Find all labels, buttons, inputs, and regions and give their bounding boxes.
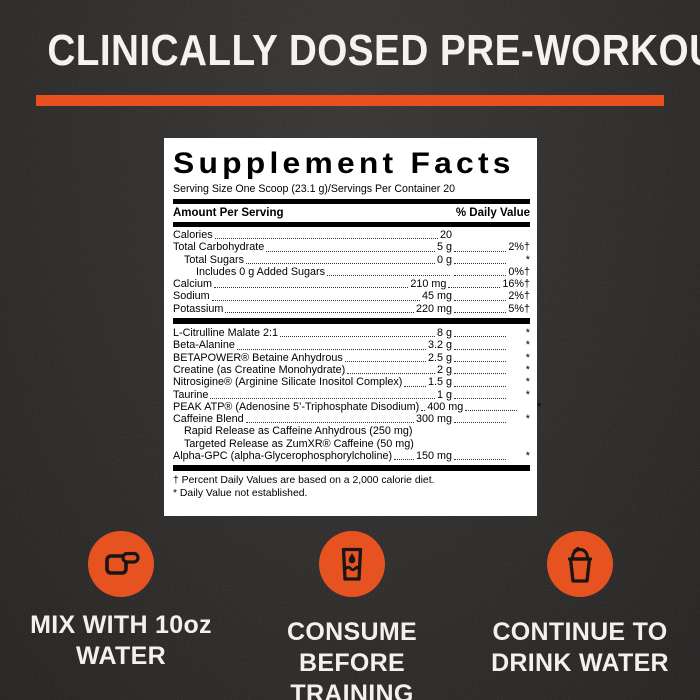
- dot-leader: [454, 459, 506, 461]
- dot-leader: [454, 262, 506, 264]
- table-row: Calories 20: [173, 229, 452, 241]
- headline: CLINICALLY DOSED PRE-WORKOUT: [0, 26, 700, 76]
- orange-circle: [547, 531, 613, 597]
- feature-label: CONSUME BEFORE TRAINING: [287, 618, 417, 700]
- dot-leader: [266, 250, 435, 252]
- dot-leader: [210, 397, 435, 399]
- feature-continue-drink-water: CONTINUE TO DRINK WATER: [468, 531, 692, 679]
- table-row: L-Citrulline Malate 2:1 8 g *: [173, 327, 530, 340]
- dot-leader: [246, 262, 435, 264]
- dot-leader: [404, 385, 426, 387]
- rule-above-header: [173, 199, 530, 204]
- table-row: Potassium 220 mg 5%†: [173, 302, 530, 315]
- table-row: Targeted Release as ZumXR® Caffeine (50 …: [184, 437, 414, 450]
- dot-leader: [454, 336, 506, 338]
- dot-leader: [454, 360, 506, 362]
- orange-divider-bar: [36, 95, 664, 106]
- dot-leader: [211, 299, 420, 301]
- footnotes: † Percent Daily Values are based on a 2,…: [173, 475, 530, 499]
- dot-leader: [454, 373, 506, 375]
- dot-leader: [245, 422, 414, 424]
- nutrient-rows: Calories 20 Total Carbohydrate 5 g 2%† Tota…: [173, 229, 530, 315]
- table-row: Taurine 1 g *: [173, 388, 530, 401]
- active-ingredient-rows: L-Citrulline Malate 2:1 8 g * Beta-Alanine…: [173, 327, 542, 463]
- dot-leader: [347, 373, 435, 375]
- footnote-daily-value: † Percent Daily Values are based on a 2,…: [173, 475, 435, 487]
- dot-leader: [465, 410, 518, 412]
- serving-size-line: Serving Size One Scoop (23.1 g)/Servings…: [173, 183, 456, 195]
- dot-leader: [327, 275, 450, 277]
- dot-leader: [454, 422, 506, 424]
- orange-circle: [88, 531, 154, 597]
- table-row: Creatine (as Creatine Monohydrate) 2 g *: [173, 363, 530, 376]
- supplement-facts-title: Supplement Facts: [173, 147, 515, 180]
- table-row: Nitrosigine® (Arginine Silicate Inositol…: [173, 376, 530, 389]
- dot-leader: [454, 299, 506, 301]
- table-row: Alpha-GPC (alpha-Glycerophosphorylcholin…: [173, 450, 530, 463]
- table-header: Amount Per Serving % Daily Value: [173, 204, 530, 222]
- table-row: Total Carbohydrate 5 g 2%†: [173, 241, 530, 254]
- dot-leader: [214, 238, 438, 240]
- feature-label: CONTINUE TO DRINK WATER: [491, 618, 669, 677]
- headline-text: CLINICALLY DOSED PRE-WORKOUT: [47, 26, 700, 75]
- scoop-icon: [105, 551, 140, 575]
- orange-circle: [319, 531, 385, 597]
- amount-per-serving-header: Amount Per Serving: [173, 207, 284, 219]
- dot-leader: [344, 360, 426, 362]
- feature-consume-before-training: CONSUME BEFORE TRAINING: [237, 531, 467, 700]
- dot-leader: [280, 336, 435, 338]
- dot-leader: [225, 312, 414, 314]
- dot-leader: [236, 348, 426, 350]
- table-row: PEAK ATP® (Adenosine 5’-Triphosphate Dis…: [173, 400, 542, 413]
- dot-leader: [454, 312, 506, 314]
- dot-leader: [421, 410, 426, 412]
- table-row: Sodium 45 mg 2%†: [173, 290, 530, 303]
- dot-leader: [394, 459, 414, 461]
- dot-leader: [454, 250, 506, 252]
- table-row: Calcium 210 mg 16%†: [173, 278, 530, 291]
- table-row: BETAPOWER® Betaine Anhydrous 2.5 g *: [173, 351, 530, 364]
- feature-mix-with-water: MIX WITH 10oz WATER: [14, 531, 228, 672]
- glass-water-icon: [341, 547, 363, 581]
- footnote-not-established: * Daily Value not established.: [173, 487, 308, 499]
- dot-leader: [448, 287, 501, 289]
- group-separator: [173, 318, 530, 325]
- dot-leader: [454, 397, 506, 399]
- table-row: Beta-Alanine 3.2 g *: [173, 339, 530, 352]
- table-row: Rapid Release as Caffeine Anhydrous (250…: [184, 425, 413, 438]
- dot-leader: [454, 348, 506, 350]
- table-row: Includes 0 g Added Sugars 0%†: [196, 265, 530, 278]
- table-row: Caffeine Blend 300 mg *: [173, 413, 530, 426]
- dot-leader: [214, 287, 409, 289]
- daily-value-header: % Daily Value: [455, 207, 530, 219]
- feature-label: MIX WITH 10oz WATER: [30, 611, 212, 670]
- rule-below-header: [173, 222, 530, 227]
- footnote-separator: [173, 465, 530, 472]
- dot-leader: [454, 275, 506, 277]
- shaker-cup-icon: [567, 546, 593, 583]
- supplement-facts-panel: Supplement Facts Serving Size One Scoop …: [164, 138, 542, 516]
- dot-leader: [454, 385, 506, 387]
- table-row: Total Sugars 0 g *: [184, 253, 530, 266]
